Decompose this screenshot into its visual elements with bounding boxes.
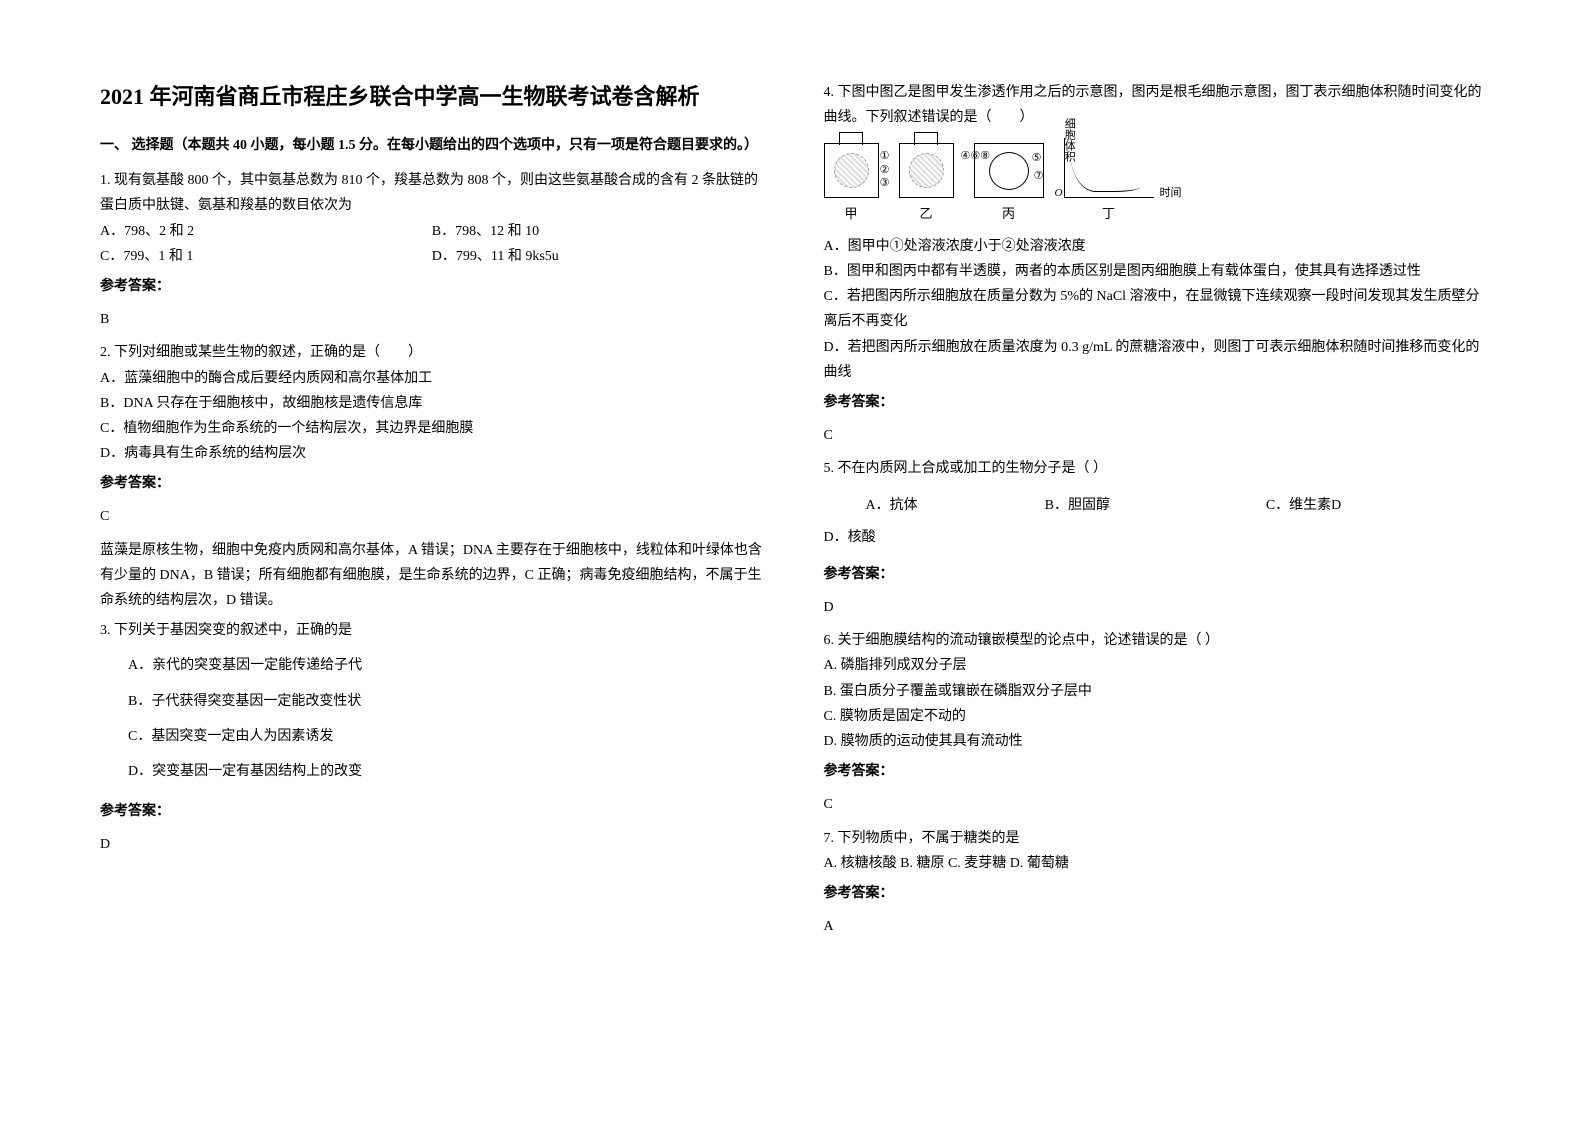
q5-opt-d: D．核酸: [824, 525, 1488, 550]
exam-title: 2021 年河南省商丘市程庄乡联合中学高一生物联考试卷含解析: [100, 80, 764, 113]
q7-answer: A: [824, 914, 1488, 939]
graph-ding: 细胞体积 时间 O 丁: [1064, 138, 1154, 225]
question-7: 7. 下列物质中，不属于糖类的是 A. 核糖核酸 B. 糖原 C. 麦芽糖 D.…: [824, 826, 1488, 940]
y-axis-label: 细胞体积: [1059, 118, 1079, 162]
question-5: 5. 不在内质网上合成或加工的生物分子是（ ） A．抗体 B．胆固醇 C．维生素…: [824, 456, 1488, 620]
q4-answer-label: 参考答案：: [824, 390, 1488, 415]
label-ding: 丁: [1064, 202, 1154, 225]
q3-answer: D: [100, 832, 764, 857]
q2-answer: C: [100, 504, 764, 529]
q7-answer-label: 参考答案：: [824, 881, 1488, 906]
q4-opt-c: C．若把图丙所示细胞放在质量分数为 5%的 NaCl 溶液中，在显微镜下连续观察…: [824, 284, 1488, 334]
left-column: 2021 年河南省商丘市程庄乡联合中学高一生物联考试卷含解析 一、 选择题（本题…: [100, 80, 764, 947]
q2-explain: 蓝藻是原核生物，细胞中免疫内质网和高尔基体，A 错误；DNA 主要存在于细胞核中…: [100, 538, 764, 614]
q1-answer-label: 参考答案：: [100, 274, 764, 299]
q5-opt-a: A．抗体: [824, 493, 1045, 518]
q6-opt-c: C. 膜物质是固定不动的: [824, 704, 1488, 729]
q6-answer-label: 参考答案：: [824, 759, 1488, 784]
q4-answer: C: [824, 423, 1488, 448]
q4-diagram: ①②③ 甲 乙 ④⑥⑧ 丙: [824, 138, 1488, 225]
cell-bing: ④⑥⑧ 丙: [974, 143, 1044, 225]
q4-opt-a: A．图甲中①处溶液浓度小于②处溶液浓度: [824, 234, 1488, 259]
q3-answer-label: 参考答案：: [100, 799, 764, 824]
origin-label: O: [1055, 184, 1063, 204]
question-4: 4. 下图中图乙是图甲发生渗透作用之后的示意图，图丙是根毛细胞示意图，图丁表示细…: [824, 80, 1488, 448]
q2-stem: 2. 下列对细胞或某些生物的叙述，正确的是（ ）: [100, 340, 764, 365]
question-2: 2. 下列对细胞或某些生物的叙述，正确的是（ ） A．蓝藻细胞中的酶合成后要经内…: [100, 340, 764, 613]
q5-opt-c: C．维生素D: [1266, 493, 1487, 518]
q1-opt-d: D．799、11 和 9ks5u: [432, 244, 764, 269]
q2-opt-c: C．植物细胞作为生命系统的一个结构层次，其边界是细胞膜: [100, 416, 764, 441]
label-jia: 甲: [824, 202, 879, 225]
q5-stem: 5. 不在内质网上合成或加工的生物分子是（ ）: [824, 456, 1488, 481]
q4-opt-d: D．若把图丙所示细胞放在质量浓度为 0.3 g/mL 的蔗糖溶液中，则图丁可表示…: [824, 335, 1488, 385]
question-6: 6. 关于细胞膜结构的流动镶嵌模型的论点中，论述错误的是（ ） A. 磷脂排列成…: [824, 628, 1488, 817]
q5-answer-label: 参考答案：: [824, 562, 1488, 587]
q2-opt-d: D．病毒具有生命系统的结构层次: [100, 441, 764, 466]
q3-opt-c: C．基因突变一定由人为因素诱发: [100, 724, 764, 749]
q1-stem: 1. 现有氨基酸 800 个，其中氨基总数为 810 个，羧基总数为 808 个…: [100, 168, 764, 218]
right-column: 4. 下图中图乙是图甲发生渗透作用之后的示意图，图丙是根毛细胞示意图，图丁表示细…: [824, 80, 1488, 947]
q1-opt-a: A．798、2 和 2: [100, 219, 432, 244]
beaker-jia: ①②③ 甲: [824, 143, 879, 225]
q7-stem: 7. 下列物质中，不属于糖类的是: [824, 826, 1488, 851]
x-axis-label: 时间: [1160, 184, 1182, 204]
label-yi: 乙: [899, 202, 954, 225]
q3-opt-d: D．突变基因一定有基因结构上的改变: [100, 759, 764, 784]
question-1: 1. 现有氨基酸 800 个，其中氨基总数为 810 个，羧基总数为 808 个…: [100, 168, 764, 332]
q6-answer: C: [824, 792, 1488, 817]
q5-answer: D: [824, 595, 1488, 620]
q1-answer: B: [100, 307, 764, 332]
q3-opt-a: A．亲代的突变基因一定能传递给子代: [100, 653, 764, 678]
q5-opt-b: B．胆固醇: [1045, 493, 1266, 518]
q1-opt-b: B．798、12 和 10: [432, 219, 764, 244]
q6-opt-a: A. 磷脂排列成双分子层: [824, 653, 1488, 678]
q1-opt-c: C．799、1 和 1: [100, 244, 432, 269]
q3-opt-b: B．子代获得突变基因一定能改变性状: [100, 689, 764, 714]
question-3: 3. 下列关于基因突变的叙述中，正确的是 A．亲代的突变基因一定能传递给子代 B…: [100, 618, 764, 857]
q2-opt-b: B．DNA 只存在于细胞核中，故细胞核是遗传信息库: [100, 391, 764, 416]
label-bing: 丙: [974, 202, 1044, 225]
beaker-yi: 乙: [899, 143, 954, 225]
q2-answer-label: 参考答案：: [100, 471, 764, 496]
q4-stem: 4. 下图中图乙是图甲发生渗透作用之后的示意图，图丙是根毛细胞示意图，图丁表示细…: [824, 80, 1488, 130]
q6-opt-d: D. 膜物质的运动使其具有流动性: [824, 729, 1488, 754]
q6-stem: 6. 关于细胞膜结构的流动镶嵌模型的论点中，论述错误的是（ ）: [824, 628, 1488, 653]
q7-opts: A. 核糖核酸 B. 糖原 C. 麦芽糖 D. 葡萄糖: [824, 851, 1488, 876]
q3-stem: 3. 下列关于基因突变的叙述中，正确的是: [100, 618, 764, 643]
q4-opt-b: B．图甲和图丙中都有半透膜，两者的本质区别是图丙细胞膜上有载体蛋白，使其具有选择…: [824, 259, 1488, 284]
q2-opt-a: A．蓝藻细胞中的酶合成后要经内质网和高尔基体加工: [100, 366, 764, 391]
section1-head: 一、 选择题（本题共 40 小题，每小题 1.5 分。在每小题给出的四个选项中，…: [100, 133, 764, 158]
q6-opt-b: B. 蛋白质分子覆盖或镶嵌在磷脂双分子层中: [824, 679, 1488, 704]
